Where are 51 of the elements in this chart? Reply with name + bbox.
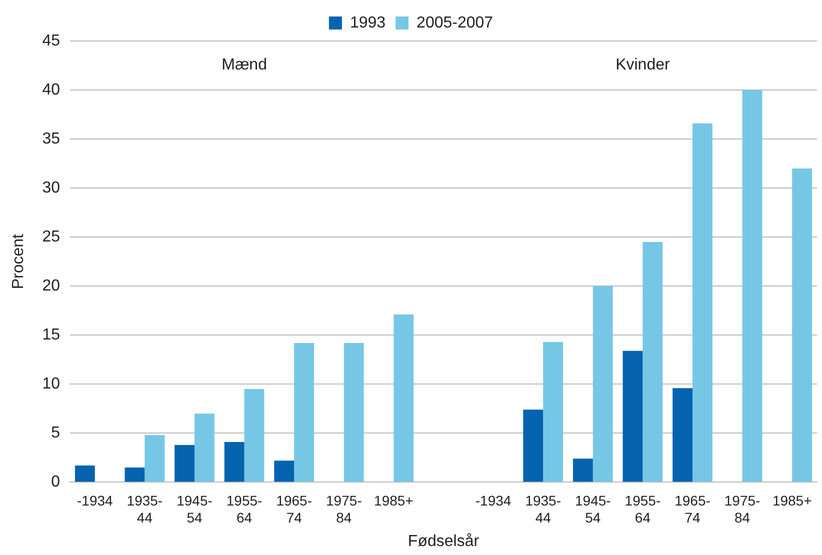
bar bbox=[174, 444, 194, 482]
bar bbox=[642, 242, 663, 482]
y-tick-label: 20 bbox=[42, 278, 60, 295]
y-tick-label: 25 bbox=[42, 228, 60, 246]
y-tick-label: 0 bbox=[51, 474, 60, 491]
x-tick-label: -1934 bbox=[76, 492, 114, 508]
x-tick-label: -1934 bbox=[475, 492, 512, 508]
annotation: Kvinder bbox=[616, 56, 670, 74]
x-tick-label: 1985+ bbox=[374, 492, 414, 508]
y-tick-label: 45 bbox=[42, 32, 60, 50]
bar bbox=[344, 342, 364, 482]
y-tick-label: 35 bbox=[42, 130, 60, 148]
bar bbox=[572, 458, 593, 482]
y-tick-label: 5 bbox=[51, 424, 60, 442]
bar bbox=[124, 467, 145, 482]
x-tick-label: 1945-54 bbox=[176, 492, 213, 526]
bar bbox=[742, 90, 762, 482]
x-tick-label: 1955-64 bbox=[226, 492, 263, 526]
bar bbox=[672, 388, 692, 482]
x-tick-label: 1935-44 bbox=[126, 492, 163, 526]
y-axis-title: Procent bbox=[10, 233, 28, 290]
bar bbox=[592, 286, 613, 482]
x-tick-label: 1975-84 bbox=[326, 492, 362, 526]
bar bbox=[274, 460, 294, 482]
bar bbox=[244, 389, 264, 482]
bar bbox=[224, 442, 244, 482]
annotation: Mænd bbox=[222, 56, 267, 74]
x-tick-label: 1955-64 bbox=[624, 492, 661, 526]
x-tick-label: 1975-84 bbox=[724, 492, 761, 526]
bar bbox=[394, 314, 414, 482]
bar bbox=[144, 435, 165, 482]
bar bbox=[74, 466, 95, 482]
x-tick-label: 1935-44 bbox=[525, 492, 562, 526]
y-tick-label: 40 bbox=[42, 81, 60, 98]
bar bbox=[692, 123, 712, 482]
bar bbox=[523, 410, 544, 482]
x-tick-label: 1965-74 bbox=[276, 492, 312, 526]
bar bbox=[622, 350, 643, 482]
bar bbox=[194, 414, 214, 482]
x-tick-label: 1985+ bbox=[772, 492, 812, 508]
bar bbox=[792, 168, 812, 482]
y-tick-label: 15 bbox=[42, 326, 60, 344]
bar bbox=[294, 342, 314, 482]
x-axis-title: Fødselsår bbox=[408, 532, 480, 550]
y-tick-label: 30 bbox=[42, 179, 60, 196]
legend-label: 1993 bbox=[350, 14, 386, 32]
y-tick-label: 10 bbox=[42, 376, 60, 393]
bar bbox=[543, 342, 564, 482]
x-tick-label: 1945-54 bbox=[574, 492, 612, 526]
x-tick-label: 1965-74 bbox=[674, 492, 711, 526]
legend-label: 2005-2007 bbox=[416, 14, 494, 32]
